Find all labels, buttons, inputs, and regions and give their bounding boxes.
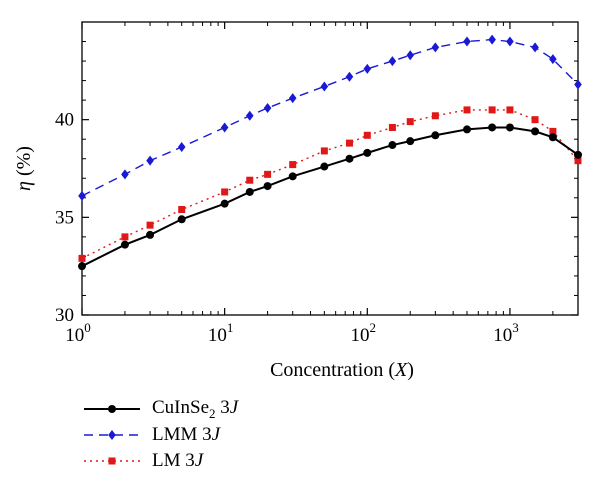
data-point: [488, 34, 496, 45]
data-point: [78, 254, 86, 262]
legend-swatch: [84, 430, 140, 440]
y-tick-label: 30: [55, 305, 74, 326]
data-point: [289, 161, 297, 169]
x-tick-label: 101: [208, 320, 234, 346]
data-point: [574, 157, 582, 165]
data-point: [431, 131, 440, 140]
data-point: [463, 106, 471, 114]
data-point: [120, 240, 129, 249]
data-point: [574, 150, 582, 159]
data-point: [531, 116, 539, 124]
data-point: [320, 81, 329, 92]
legend-swatch: [84, 457, 140, 465]
data-point: [574, 79, 582, 90]
data-point: [488, 123, 497, 132]
data-point: [78, 262, 86, 271]
data-point: [221, 188, 229, 196]
data-point: [178, 206, 186, 214]
data-point: [320, 147, 328, 155]
series-group: [78, 34, 582, 271]
data-point: [320, 162, 329, 171]
series-lm: [78, 106, 582, 262]
data-point: [431, 42, 440, 53]
data-point: [288, 93, 297, 104]
data-point: [220, 199, 229, 208]
data-point: [388, 56, 397, 67]
legend-marker: [108, 430, 116, 440]
data-point: [245, 187, 254, 196]
series-line: [81, 126, 579, 268]
data-point: [263, 182, 272, 191]
data-point: [363, 63, 372, 74]
data-point: [220, 122, 229, 133]
data-point: [548, 133, 557, 142]
data-point: [345, 154, 354, 163]
data-point: [177, 142, 186, 153]
data-point: [406, 118, 414, 126]
y-tick-label: 40: [55, 110, 74, 131]
data-point: [146, 155, 154, 166]
legend-swatch: [84, 405, 140, 413]
data-point: [288, 172, 297, 181]
series-line: [81, 38, 579, 197]
data-point: [246, 176, 254, 184]
plot-frame: [81, 21, 579, 316]
data-point: [363, 131, 371, 139]
line-chart: 100 101 102 103 30 35 40 Concentration (X) η (%): [13, 21, 582, 381]
data-point: [531, 127, 540, 136]
data-point: [146, 221, 154, 229]
legend-label: CuInSe2 3J: [152, 396, 239, 421]
data-point: [245, 110, 254, 121]
data-point: [363, 148, 372, 157]
data-point: [549, 127, 557, 135]
series-cuinse: [78, 123, 582, 271]
data-point: [462, 125, 471, 134]
legend-label: LM 3J: [152, 450, 204, 471]
data-point: [488, 106, 496, 114]
x-tick-label: 100: [65, 320, 91, 346]
data-point: [388, 141, 397, 150]
data-point: [78, 190, 86, 201]
data-point: [531, 42, 539, 53]
data-point: [146, 230, 155, 239]
x-tick-label: 102: [351, 320, 377, 346]
data-point: [506, 36, 514, 47]
data-point: [463, 36, 471, 47]
series-lmm: [78, 34, 582, 201]
data-point: [263, 102, 272, 113]
x-axis-title: Concentration (X): [270, 359, 414, 381]
y-tick-label: 35: [55, 207, 74, 228]
x-tick-label: 103: [493, 320, 518, 346]
data-point: [177, 215, 186, 224]
legend: CuInSe2 3J LMM 3J LM 3J: [82, 396, 282, 474]
axes: 100 101 102 103 30 35 40 Concentration (X) η (%): [13, 21, 579, 381]
data-point: [406, 137, 415, 146]
data-point: [388, 123, 396, 131]
data-point: [505, 123, 514, 132]
data-point: [431, 112, 439, 120]
legend-label: LMM 3J: [152, 424, 221, 445]
legend-item: LMM 3J: [82, 422, 282, 448]
data-point: [345, 139, 353, 147]
legend-marker: [108, 457, 116, 465]
data-point: [121, 233, 129, 241]
legend-marker: [108, 405, 116, 413]
data-point: [406, 50, 415, 61]
data-point: [506, 106, 514, 114]
legend-item: LM 3J: [82, 448, 282, 474]
data-point: [121, 169, 129, 180]
data-point: [264, 170, 272, 178]
y-axis-title: η (%): [13, 146, 35, 191]
data-point: [549, 54, 557, 65]
series-line: [81, 109, 579, 259]
legend-item: CuInSe2 3J: [82, 396, 282, 422]
data-point: [345, 71, 354, 82]
